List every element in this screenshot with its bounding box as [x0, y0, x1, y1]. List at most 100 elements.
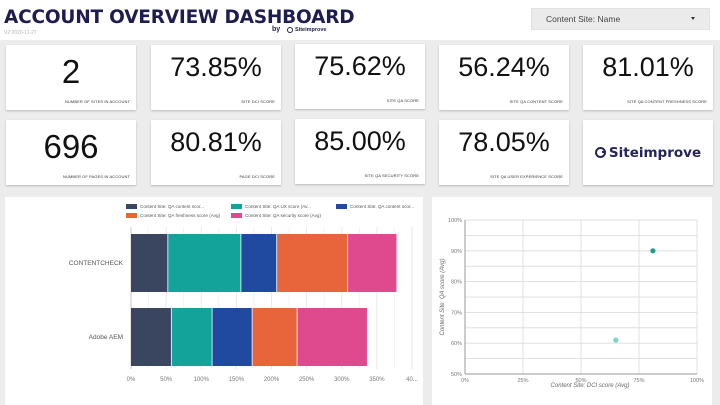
siteimprove-logo-card: Siteimprove: [583, 120, 713, 185]
category-label: CONTENTCHECK: [69, 260, 124, 267]
kpi-label: SITE QA CONTENT FRESHNESS SCORE: [627, 99, 707, 104]
bar-segment: [212, 308, 252, 366]
bar-chart-legend: Content Site: QA content scor... Content…: [126, 202, 416, 220]
kpi-label: SITE QA USER EXPERIENCE SCORE: [490, 174, 563, 179]
kpi-value: 75.62%: [314, 51, 406, 81]
kpi-card-site-qa-security: 85.00% SITE QA SECURITY SCORE: [295, 119, 425, 184]
x-tick-label: 0%: [127, 377, 136, 383]
x-tick-label: 100%: [194, 377, 210, 383]
page-title: ACCOUNT OVERVIEW DASHBOARD: [4, 7, 355, 28]
bar-chart-bars: [131, 234, 397, 366]
kpi-card-pages: 696 NUMBER OF PAGES IN ACCOUNT: [6, 120, 136, 185]
kpi-card-site-qa-content: 56.24% SITE QA CONTENT SCORE: [439, 45, 569, 110]
stacked-bar-chart: 0% 50% 100% 150% 200% 250% 300% 350% 40... CONTE…: [69, 227, 419, 383]
kpi-value: 81.01%: [602, 52, 694, 82]
scatter-x-axis-title: Content Site: DCI score (Avg): [551, 383, 630, 389]
content-site-filter-dropdown[interactable]: Content Site: Name: [531, 8, 710, 30]
scatter-chart: 50% 60% 70% 80% 90% 100% 0% 25% 50% 75% 100% Cont…: [440, 218, 704, 389]
legend-label: Content Site: QA freshness score (Avg): [140, 213, 221, 218]
bar-segment: [241, 234, 277, 292]
y-tick-label: 50%: [451, 372, 462, 378]
bar-segment: [277, 234, 348, 292]
x-tick-label: 25%: [517, 378, 528, 384]
kpi-value: 78.05%: [458, 127, 550, 157]
kpi-value: 2: [61, 53, 81, 90]
kpi-label: SITE QA SECURITY SCORE: [364, 173, 419, 178]
header-logo-text: Siteimprove: [295, 27, 327, 33]
kpi-card-site-qa-freshness: 81.01% SITE QA CONTENT FRESHNESS SCORE: [583, 45, 713, 110]
y-tick-label: 70%: [451, 310, 462, 316]
x-tick-label: 75%: [633, 378, 644, 384]
legend-swatch: [231, 204, 242, 209]
kpi-value: 56.24%: [458, 52, 550, 82]
caret-down-icon: [691, 17, 695, 20]
kpi-card-site-qa-ux: 78.05% SITE QA USER EXPERIENCE SCORE: [439, 120, 569, 185]
kpi-label: NUMBER OF SITES IN ACCOUNT: [64, 99, 130, 104]
y-tick-label: 90%: [451, 249, 462, 255]
stacked-bar-chart-panel: Content Site: QA content scor... Content…: [5, 197, 423, 405]
bar-segment: [348, 234, 397, 292]
siteimprove-g-icon: [594, 147, 606, 158]
legend-swatch: [231, 213, 242, 218]
siteimprove-logo-text: Siteimprove: [608, 144, 702, 161]
kpi-label: NUMBER OF PAGES IN ACCOUNT: [63, 174, 130, 179]
legend-item[interactable]: Content Site: QA content scor...: [336, 202, 416, 211]
x-tick-label: 250%: [299, 377, 315, 383]
kpi-value: 85.00%: [314, 126, 406, 156]
dropdown-label: Content Site: Name: [546, 14, 621, 24]
kpi-label: PAGE DCI SCORE: [239, 174, 275, 179]
bar-chart-y-axis: CONTENTCHECK Adobe AEM: [69, 260, 124, 341]
legend-swatch: [336, 204, 347, 209]
kpi-card-site-dci: 73.85% SITE DCI SCORE: [151, 45, 281, 110]
kpi-card-page-dci: 80.81% PAGE DCI SCORE: [151, 120, 281, 185]
by-label: by: [272, 26, 281, 33]
bar-segment: [252, 308, 297, 366]
bar-segment: [131, 234, 168, 292]
scatter-grid: [464, 219, 698, 375]
legend-item[interactable]: Content Site: QA security score (Avg): [231, 211, 326, 220]
legend-label: Content Site: QA content scor...: [140, 204, 205, 209]
x-tick-label: 50%: [160, 377, 173, 383]
kpi-value: 696: [43, 128, 99, 165]
scatter-chart-panel: 50% 60% 70% 80% 90% 100% 0% 25% 50% 75% 100% Cont…: [432, 197, 712, 405]
kpi-label: SITE QA CONTENT SCORE: [509, 99, 563, 104]
legend-label: Content Site: QA content scor...: [350, 204, 415, 209]
x-tick-label: 100%: [690, 378, 704, 384]
kpi-value: 80.81%: [170, 127, 262, 157]
x-tick-label: 200%: [264, 377, 280, 383]
dashboard-header: ACCOUNT OVERVIEW DASHBOARD V2 2020-11-27…: [0, 0, 720, 40]
scatter-point: [650, 248, 656, 254]
legend-label: Content Site: QA UX score (Av...: [245, 204, 311, 209]
scatter-point: [613, 337, 619, 343]
x-tick-label: 40...: [406, 377, 418, 383]
bar-segment: [297, 308, 367, 366]
y-tick-label: 80%: [451, 280, 462, 286]
scatter-x-axis: 0% 25% 50% 75% 100%: [461, 378, 704, 384]
kpi-card-site-qa: 75.62% SITE QA SCORE: [295, 44, 425, 109]
legend-item[interactable]: Content Site: QA UX score (Av...: [231, 202, 326, 211]
kpi-label: SITE QA SCORE: [386, 98, 419, 103]
legend-item[interactable]: Content Site: QA freshness score (Avg): [126, 211, 221, 220]
x-tick-label: 50%: [575, 378, 586, 384]
x-tick-label: 300%: [334, 377, 350, 383]
y-tick-label: 100%: [448, 218, 462, 224]
kpi-label: SITE DCI SCORE: [241, 99, 275, 104]
legend-swatch: [126, 213, 137, 218]
category-label: Adobe AEM: [89, 334, 123, 341]
bar-chart-x-axis: 0% 50% 100% 150% 200% 250% 300% 350% 40...: [127, 377, 419, 383]
x-tick-label: 350%: [369, 377, 385, 383]
header-siteimprove-logo: Siteimprove: [287, 27, 326, 33]
bar-segment: [171, 308, 212, 366]
scatter-y-axis: 50% 60% 70% 80% 90% 100%: [448, 218, 462, 378]
bar-segment: [168, 234, 241, 292]
scatter-points: [613, 248, 656, 343]
scatter-y-axis-title: Content Site: QA score (Avg): [440, 258, 446, 335]
legend-swatch: [126, 204, 137, 209]
version-label: V2 2020-11-27: [4, 30, 37, 36]
kpi-value: 73.85%: [170, 52, 262, 82]
x-tick-label: 150%: [229, 377, 245, 383]
legend-label: Content Site: QA security score (Avg): [245, 213, 321, 218]
y-tick-label: 60%: [451, 341, 462, 347]
bar-segment: [131, 308, 171, 366]
legend-item[interactable]: Content Site: QA content scor...: [126, 202, 221, 211]
